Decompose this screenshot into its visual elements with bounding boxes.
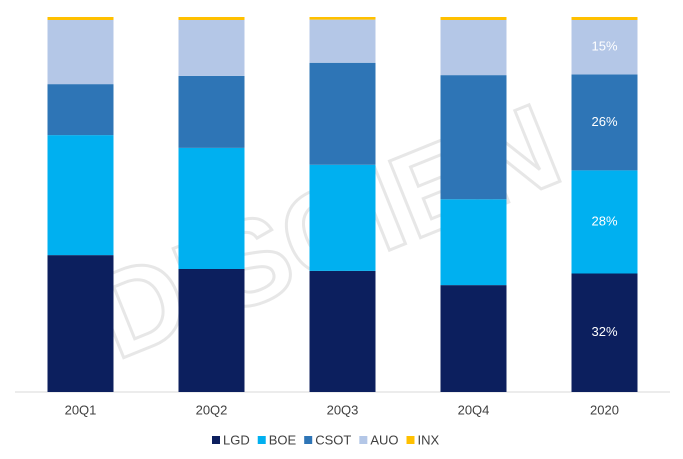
bar-segment [178, 269, 245, 392]
bar-segment [309, 164, 376, 271]
bar-segment [440, 285, 507, 392]
bar-segment [178, 17, 245, 20]
legend-label: LGD [223, 432, 250, 447]
bar-segment [309, 19, 376, 63]
bar-segment [571, 17, 638, 20]
bar-segment [178, 75, 245, 148]
legend-label: CSOT [315, 432, 351, 447]
x-tick-label: 2020 [590, 402, 619, 417]
legend-swatch [304, 436, 313, 444]
bar-segment [309, 17, 376, 20]
bar-segment [440, 20, 507, 76]
legend-label: INX [418, 432, 440, 447]
bar-segment [47, 20, 114, 85]
value-label: 26% [591, 114, 617, 129]
bar-segment [571, 20, 638, 75]
legend-label: AUO [370, 432, 398, 447]
bar-segment [178, 147, 245, 269]
x-tick-label: 20Q2 [196, 402, 228, 417]
bar-segment [571, 74, 638, 171]
value-label: 32% [591, 324, 617, 339]
bar-segment [440, 199, 507, 286]
x-tick-label: 20Q4 [458, 402, 490, 417]
bar-segment [309, 270, 376, 392]
bar-segment [440, 75, 507, 200]
legend-swatch [212, 436, 220, 444]
bar-segment [47, 17, 114, 20]
legend-label: BOE [269, 432, 297, 447]
bar-segment [571, 273, 638, 392]
bar-segment [47, 84, 114, 136]
bar-segment [178, 20, 245, 76]
bar-segment [440, 17, 507, 20]
bar-segment [309, 62, 376, 165]
x-tick-label: 20Q1 [65, 402, 97, 417]
bar-segment [571, 170, 638, 274]
value-label: 28% [591, 213, 617, 228]
bar-segment [47, 135, 114, 256]
value-label: 15% [591, 39, 617, 54]
legend-swatch [359, 436, 368, 444]
legend-swatch [406, 436, 415, 444]
legend-swatch [257, 436, 266, 444]
x-tick-label: 20Q3 [327, 402, 359, 417]
bar-segment [47, 255, 114, 392]
